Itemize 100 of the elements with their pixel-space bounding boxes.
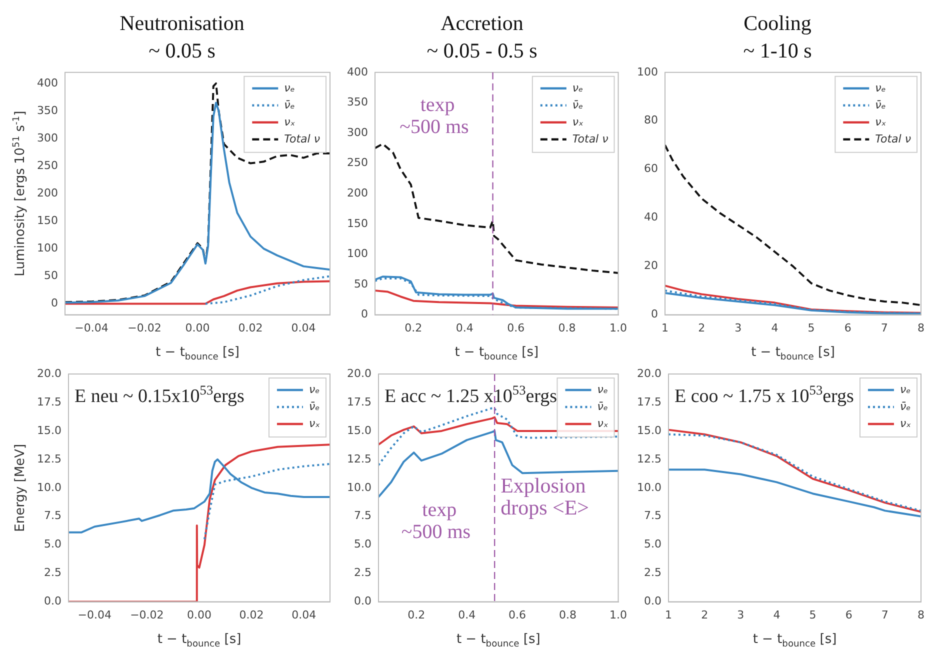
y-tick-label: 200 <box>36 186 58 200</box>
y-tick-label: 300 <box>36 131 58 144</box>
y-tick-label: 0 <box>360 308 368 321</box>
x-tick-label: −0.04 <box>74 321 108 334</box>
y-tick-label: 150 <box>346 216 368 230</box>
y-tick-label: 40 <box>644 210 658 224</box>
x-tick-label: 4 <box>771 321 778 334</box>
x-tick-label: 0.6 <box>507 321 525 334</box>
y-tick-label: 200 <box>346 186 368 200</box>
y-tick-label: 2.5 <box>644 566 662 580</box>
chart-title: Cooling <box>744 11 812 36</box>
x-tick-label: 0.4 <box>458 608 476 622</box>
x-tick-label: 3 <box>737 608 744 622</box>
y-tick-label: 7.5 <box>644 509 662 522</box>
y-tick-label: 20 <box>644 259 658 272</box>
y-tick-label: 100 <box>636 65 658 78</box>
y-tick-label: 400 <box>346 65 368 78</box>
x-tick-label: 7 <box>880 321 888 334</box>
y-tick-label: 100 <box>36 242 58 255</box>
x-tick-label: 0.02 <box>239 608 264 622</box>
legend-label: Total ν <box>572 132 608 146</box>
x-tick-label: −0.04 <box>78 608 112 622</box>
y-tick-label: 15.0 <box>346 424 372 437</box>
x-tick-label: 0.02 <box>238 321 263 334</box>
x-tick-label: 0.2 <box>404 321 422 334</box>
y-tick-label: 17.5 <box>636 395 662 408</box>
x-tick-label: 6 <box>845 608 852 622</box>
legend-label: νₓ <box>572 115 584 128</box>
y-tick-label: 17.5 <box>36 395 62 408</box>
y-axis-title: Luminosity [ergs 1051 s-1] <box>12 110 28 276</box>
x-tick-label: 8 <box>918 608 924 622</box>
x-tick-label: −0.02 <box>130 608 164 622</box>
legend-label: νₓ <box>308 416 320 430</box>
legend-label: ν̄ₑ <box>284 98 296 112</box>
y-tick-label: 2.5 <box>354 566 372 580</box>
y-tick-label: 0 <box>650 308 658 321</box>
y-tick-label: 10.0 <box>636 480 662 494</box>
y-tick-label: 7.5 <box>44 509 62 522</box>
y-tick-label: 12.5 <box>36 452 62 466</box>
legend-label: ν̄ₑ <box>875 98 886 112</box>
chart-subtitle: ~ 0.05 - 0.5 s <box>426 38 538 62</box>
ref-line-label: texp ~500 ms <box>400 94 469 138</box>
x-tick-label: 0.6 <box>508 608 526 622</box>
y-tick-label: 17.5 <box>346 395 372 408</box>
y-tick-label: 5.0 <box>354 538 372 551</box>
y-tick-label: 0.0 <box>44 594 62 608</box>
y-tick-label: 100 <box>346 247 368 260</box>
y-tick-label: 12.5 <box>636 452 662 466</box>
chart-subtitle: ~ 1-10 s <box>743 38 812 62</box>
y-tick-label: 60 <box>644 162 658 176</box>
legend-label: νₓ <box>597 416 608 430</box>
chart-subtitle: ~ 0.05 s <box>148 38 216 62</box>
y-tick-label: 12.5 <box>346 452 372 466</box>
x-tick-label: 5 <box>808 321 815 334</box>
legend-label: νₑ <box>572 81 584 94</box>
y-axis-title: Energy [MeV] <box>13 444 28 532</box>
x-tick-label: 1.0 <box>610 321 628 334</box>
legend-label: νₓ <box>875 115 886 128</box>
legend-label: νₑ <box>597 382 608 396</box>
y-tick-label: 150 <box>36 214 58 228</box>
y-tick-label: 300 <box>346 126 368 139</box>
x-tick-label: 1 <box>661 321 668 334</box>
chart-title: Neutronisation <box>120 11 245 36</box>
legend-label: νₑ <box>284 81 296 94</box>
y-tick-label: 350 <box>36 104 58 117</box>
y-tick-label: 50 <box>44 269 58 282</box>
x-tick-label: 0.8 <box>559 608 577 622</box>
y-tick-label: 0.0 <box>644 594 662 608</box>
annotation: Explosion drops <E> <box>500 473 590 520</box>
x-tick-label: 3 <box>734 321 742 334</box>
y-tick-label: 2.5 <box>44 566 62 580</box>
line-series <box>664 144 921 306</box>
x-tick-label: 4 <box>773 608 780 622</box>
y-tick-label: 0 <box>50 296 58 310</box>
legend-label: νₑ <box>875 81 886 94</box>
legend-label: Total ν <box>875 132 911 146</box>
chart-title: Accretion <box>440 11 524 36</box>
y-tick-label: 400 <box>36 76 58 90</box>
x-tick-label: 5 <box>809 608 816 622</box>
y-tick-label: 350 <box>346 96 368 109</box>
y-tick-label: 10.0 <box>36 480 62 494</box>
x-tick-label: 8 <box>918 321 924 334</box>
x-tick-label: 2 <box>698 321 706 334</box>
legend-label: ν̄ₑ <box>597 400 608 413</box>
y-tick-label: 5.0 <box>644 538 662 551</box>
x-tick-label: 1.0 <box>610 608 628 622</box>
x-tick-label: 0.00 <box>185 321 210 334</box>
y-tick-label: 15.0 <box>636 424 662 437</box>
legend-label: ν̄ₑ <box>900 400 912 413</box>
x-tick-label: 0.2 <box>408 608 426 622</box>
line-series <box>204 275 330 305</box>
y-tick-label: 20.0 <box>636 366 662 380</box>
x-tick-label: 2 <box>701 608 708 622</box>
ref-line-label: texp ~500 ms <box>401 499 471 544</box>
legend-label: ν̄ₑ <box>572 98 584 112</box>
x-tick-label: 6 <box>844 321 852 334</box>
y-tick-label: 5.0 <box>44 538 62 551</box>
y-tick-label: 7.5 <box>354 509 372 522</box>
y-tick-label: 15.0 <box>36 424 62 437</box>
x-tick-label: 0.04 <box>292 608 316 622</box>
